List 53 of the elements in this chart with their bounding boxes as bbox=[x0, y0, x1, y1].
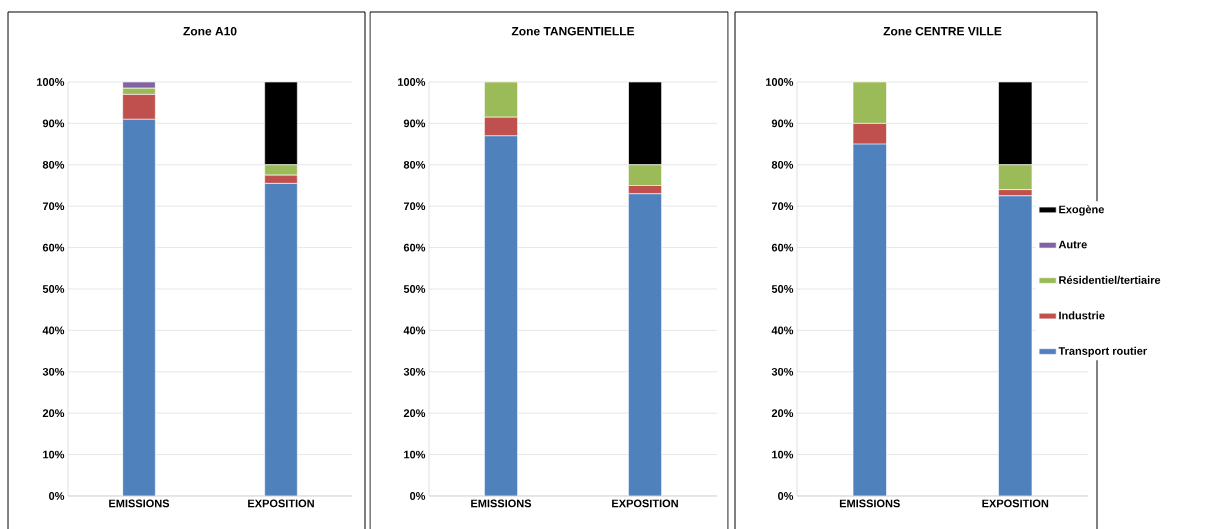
legend-label: Autre bbox=[1058, 240, 1087, 249]
x-tick-label: EXPOSITION bbox=[612, 499, 678, 508]
bar bbox=[484, 81, 518, 118]
y-tick-label: 100% bbox=[398, 78, 426, 86]
y-tick-label: 0% bbox=[778, 492, 794, 500]
y-tick-label: 60% bbox=[42, 243, 65, 252]
y-tick-label: 50% bbox=[42, 285, 65, 293]
y-tick-label: 90% bbox=[403, 119, 426, 128]
y-tick-label: 30% bbox=[403, 367, 426, 376]
y-tick-label: 80% bbox=[42, 160, 65, 169]
legend-label: Exogène bbox=[1059, 205, 1104, 216]
y-tick-label: 60% bbox=[771, 243, 794, 252]
y-tick-label: 10% bbox=[772, 450, 794, 459]
x-tick-label: EXPOSITION bbox=[982, 499, 1049, 508]
y-tick-label: 20% bbox=[403, 409, 426, 418]
y-tick-label: 80% bbox=[771, 160, 794, 169]
legend-label: Industrie bbox=[1059, 311, 1105, 320]
chart-title: Zone A10 bbox=[183, 26, 237, 36]
legend-label: Transport routier bbox=[1058, 346, 1147, 358]
y-tick-label: 80% bbox=[403, 160, 426, 169]
x-tick-label: EMISSIONS bbox=[109, 499, 170, 508]
y-tick-label: 40% bbox=[403, 326, 426, 335]
y-tick-label: 0% bbox=[410, 492, 426, 500]
legend-label: Résidentiel/tertiaire bbox=[1059, 275, 1161, 285]
bar bbox=[998, 164, 1033, 190]
y-tick-label: 20% bbox=[42, 409, 65, 418]
x-tick-label: EMISSIONS bbox=[839, 499, 900, 508]
y-tick-label: 40% bbox=[42, 326, 65, 335]
chart-title: Zone TANGENTIELLE bbox=[511, 26, 635, 36]
y-tick-label: 50% bbox=[403, 285, 426, 293]
y-tick-label: 100% bbox=[766, 78, 794, 86]
y-tick-label: 70% bbox=[771, 202, 794, 211]
y-tick-label: 0% bbox=[49, 492, 65, 500]
y-tick-label: 90% bbox=[771, 119, 794, 128]
y-tick-label: 30% bbox=[42, 367, 65, 376]
y-tick-label: 50% bbox=[771, 285, 794, 293]
y-tick-label: 10% bbox=[43, 450, 65, 459]
y-tick-label: 60% bbox=[403, 243, 426, 252]
bar bbox=[852, 81, 887, 124]
y-tick-label: 90% bbox=[42, 119, 65, 128]
y-tick-label: 70% bbox=[403, 202, 426, 211]
y-tick-label: 10% bbox=[404, 450, 426, 459]
bar bbox=[122, 118, 156, 496]
bar bbox=[628, 164, 662, 186]
x-tick-label: EMISSIONS bbox=[471, 499, 532, 508]
y-tick-label: 20% bbox=[771, 409, 794, 418]
bar bbox=[264, 183, 298, 496]
chart-title: Zone CENTRE VILLE bbox=[883, 26, 1002, 36]
y-tick-label: 100% bbox=[37, 78, 65, 86]
x-tick-label: EXPOSITION bbox=[248, 499, 314, 508]
y-tick-label: 70% bbox=[42, 202, 65, 211]
y-tick-label: 30% bbox=[771, 367, 794, 376]
y-tick-label: 40% bbox=[771, 326, 794, 335]
